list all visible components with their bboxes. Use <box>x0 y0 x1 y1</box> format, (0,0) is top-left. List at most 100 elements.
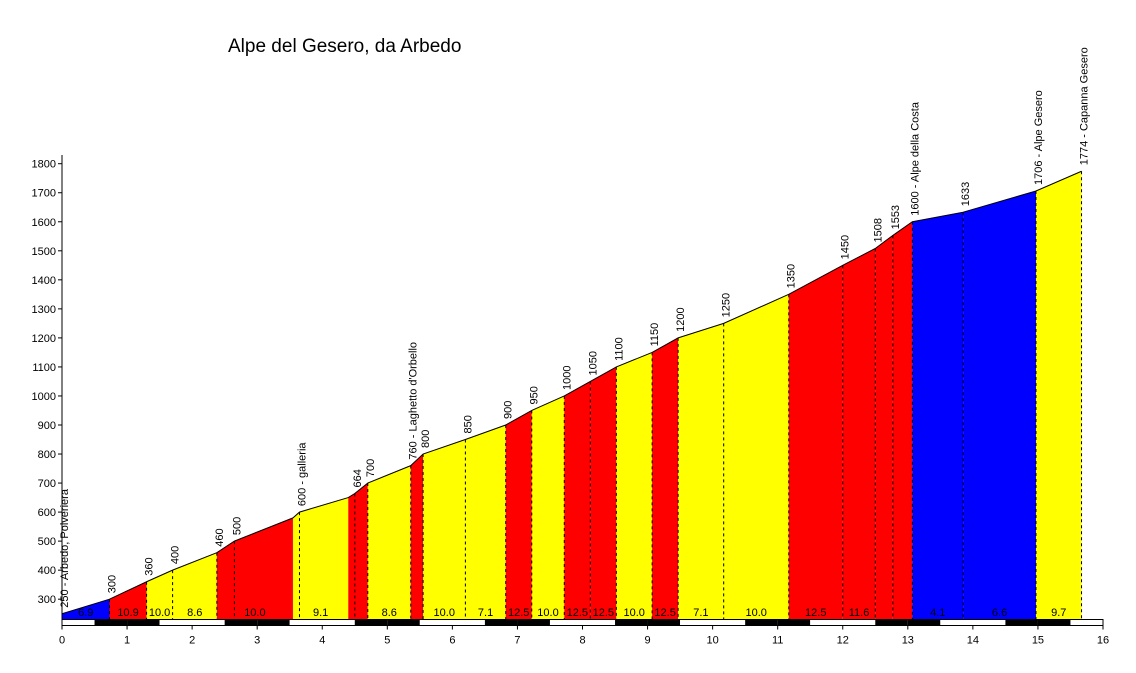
scale-bar-block <box>322 619 355 626</box>
scale-bar-block <box>1037 619 1071 626</box>
grade-label-17: 12.5 <box>654 607 675 619</box>
x-tick-label: 11 <box>772 635 783 647</box>
elevation-label-22: 1450 <box>840 235 852 259</box>
grade-label-26: 9.7 <box>1051 607 1066 619</box>
grade-label-1: 6.9 <box>78 607 93 619</box>
scale-bar-block <box>712 619 746 626</box>
segment-fill-17 <box>652 337 679 620</box>
y-tick-label: 900 <box>38 420 56 432</box>
elevation-label-25: 1600 - Alpe della Costa <box>909 101 921 216</box>
scale-bar-block <box>257 619 290 626</box>
elevation-label-27: 1706 - Alpe Gesero <box>1033 90 1045 185</box>
scale-bar-block <box>1070 619 1103 626</box>
y-tick-label: 1400 <box>32 275 56 287</box>
scale-bar-block <box>745 619 778 626</box>
elevation-label-28: 1774 - Capanna Gesero <box>1079 47 1091 165</box>
segment-fill-24 <box>912 212 964 620</box>
segment-fill-18 <box>678 323 724 620</box>
grade-label-8: 8.6 <box>382 607 397 619</box>
scale-bar-block <box>940 619 973 626</box>
scale-bar-block <box>289 619 323 626</box>
grade-label-3: 10.0 <box>149 607 170 619</box>
y-tick-label: 1500 <box>32 246 56 258</box>
elevation-label-26: 1633 <box>960 182 972 206</box>
segment-fill-15 <box>590 366 617 620</box>
segment-fill-10 <box>423 439 466 620</box>
elevation-labels: 250 - Arbedo, Polveriera 300 360 400 460 500 6… <box>59 47 1091 607</box>
scale-bar-block <box>1005 619 1038 626</box>
elevation-label-6: 500 <box>231 517 243 535</box>
scale-bar-block <box>582 619 616 626</box>
grade-label-14: 12.5 <box>567 607 588 619</box>
scale-bar-block <box>354 619 388 626</box>
elevation-label-3: 360 <box>144 557 156 575</box>
elevation-label-20: 1250 <box>721 293 733 317</box>
scale-bar-block <box>224 619 258 626</box>
segment-fill-12 <box>505 410 532 620</box>
elevation-label-9: 700 <box>365 459 377 477</box>
x-tick-label: 1 <box>124 635 130 647</box>
segment-fill-4 <box>172 552 217 620</box>
segment-fill-26 <box>1035 171 1082 620</box>
elevation-label-2: 300 <box>106 575 118 593</box>
grade-label-2: 10.9 <box>117 607 138 619</box>
x-tick-label: 10 <box>707 635 719 647</box>
segment-fill-1 <box>62 599 110 620</box>
segment-fill-13 <box>531 395 565 620</box>
scale-bar-block <box>875 619 908 626</box>
x-tick-label: 4 <box>319 635 325 647</box>
scale-bar-block <box>842 619 876 626</box>
grade-label-18: 7.1 <box>693 607 708 619</box>
scale-bar-block <box>192 619 225 626</box>
axes: 3004005006007008009001000110012001300140… <box>32 155 1109 647</box>
grade-label-13: 10.0 <box>537 607 558 619</box>
y-tick-label: 1700 <box>32 188 56 200</box>
segment-fills <box>62 171 1082 620</box>
segment-fill-6 <box>292 497 349 620</box>
scale-bar-block <box>62 619 95 626</box>
x-tick-label: 12 <box>837 635 849 647</box>
y-tick-label: 600 <box>38 507 56 519</box>
segment-fill-21 <box>842 248 876 620</box>
y-tick-label: 1100 <box>32 362 56 374</box>
elevation-label-15: 1000 <box>561 365 573 389</box>
segment-fill-23 <box>892 221 913 620</box>
x-tick-label: 9 <box>645 635 651 647</box>
segment-fill-19 <box>723 294 789 620</box>
grade-label-24: 4.1 <box>930 607 945 619</box>
segment-fill-9 <box>410 454 424 620</box>
scale-bar-block <box>680 619 713 626</box>
elevation-label-24: 1553 <box>890 205 902 229</box>
elevation-label-11: 800 <box>420 430 432 448</box>
x-tick-label: 15 <box>1032 635 1044 647</box>
segment-fill-16 <box>616 352 653 620</box>
elevation-label-14: 950 <box>529 386 541 404</box>
grade-label-15: 12.5 <box>593 607 614 619</box>
y-tick-label: 300 <box>38 594 56 606</box>
grade-label-4: 8.6 <box>187 607 202 619</box>
x-tick-label: 3 <box>254 635 260 647</box>
y-tick-label: 1000 <box>32 391 56 403</box>
segment-fill-3 <box>146 570 173 620</box>
y-tick-label: 800 <box>38 449 56 461</box>
grade-label-10: 10.0 <box>434 607 455 619</box>
grade-label-5: 10.0 <box>244 607 265 619</box>
scale-bar-block <box>972 619 1006 626</box>
x-tick-label: 16 <box>1097 635 1109 647</box>
y-tick-label: 1300 <box>32 304 56 316</box>
scale-bar-block <box>810 619 843 626</box>
grade-label-16: 10.0 <box>624 607 645 619</box>
elevation-label-13: 900 <box>503 401 515 419</box>
y-tick-label: 1800 <box>32 159 56 171</box>
profile-line-group <box>61 170 1082 615</box>
x-tick-label: 8 <box>579 635 585 647</box>
elevation-label-12: 850 <box>462 415 474 433</box>
scale-bar-block <box>419 619 453 626</box>
scale-bar-block <box>387 619 420 626</box>
grade-label-20: 12.5 <box>805 607 826 619</box>
scale-bar-block <box>159 619 193 626</box>
scale-bar-block <box>517 619 550 626</box>
segment-fill-22 <box>875 235 893 620</box>
